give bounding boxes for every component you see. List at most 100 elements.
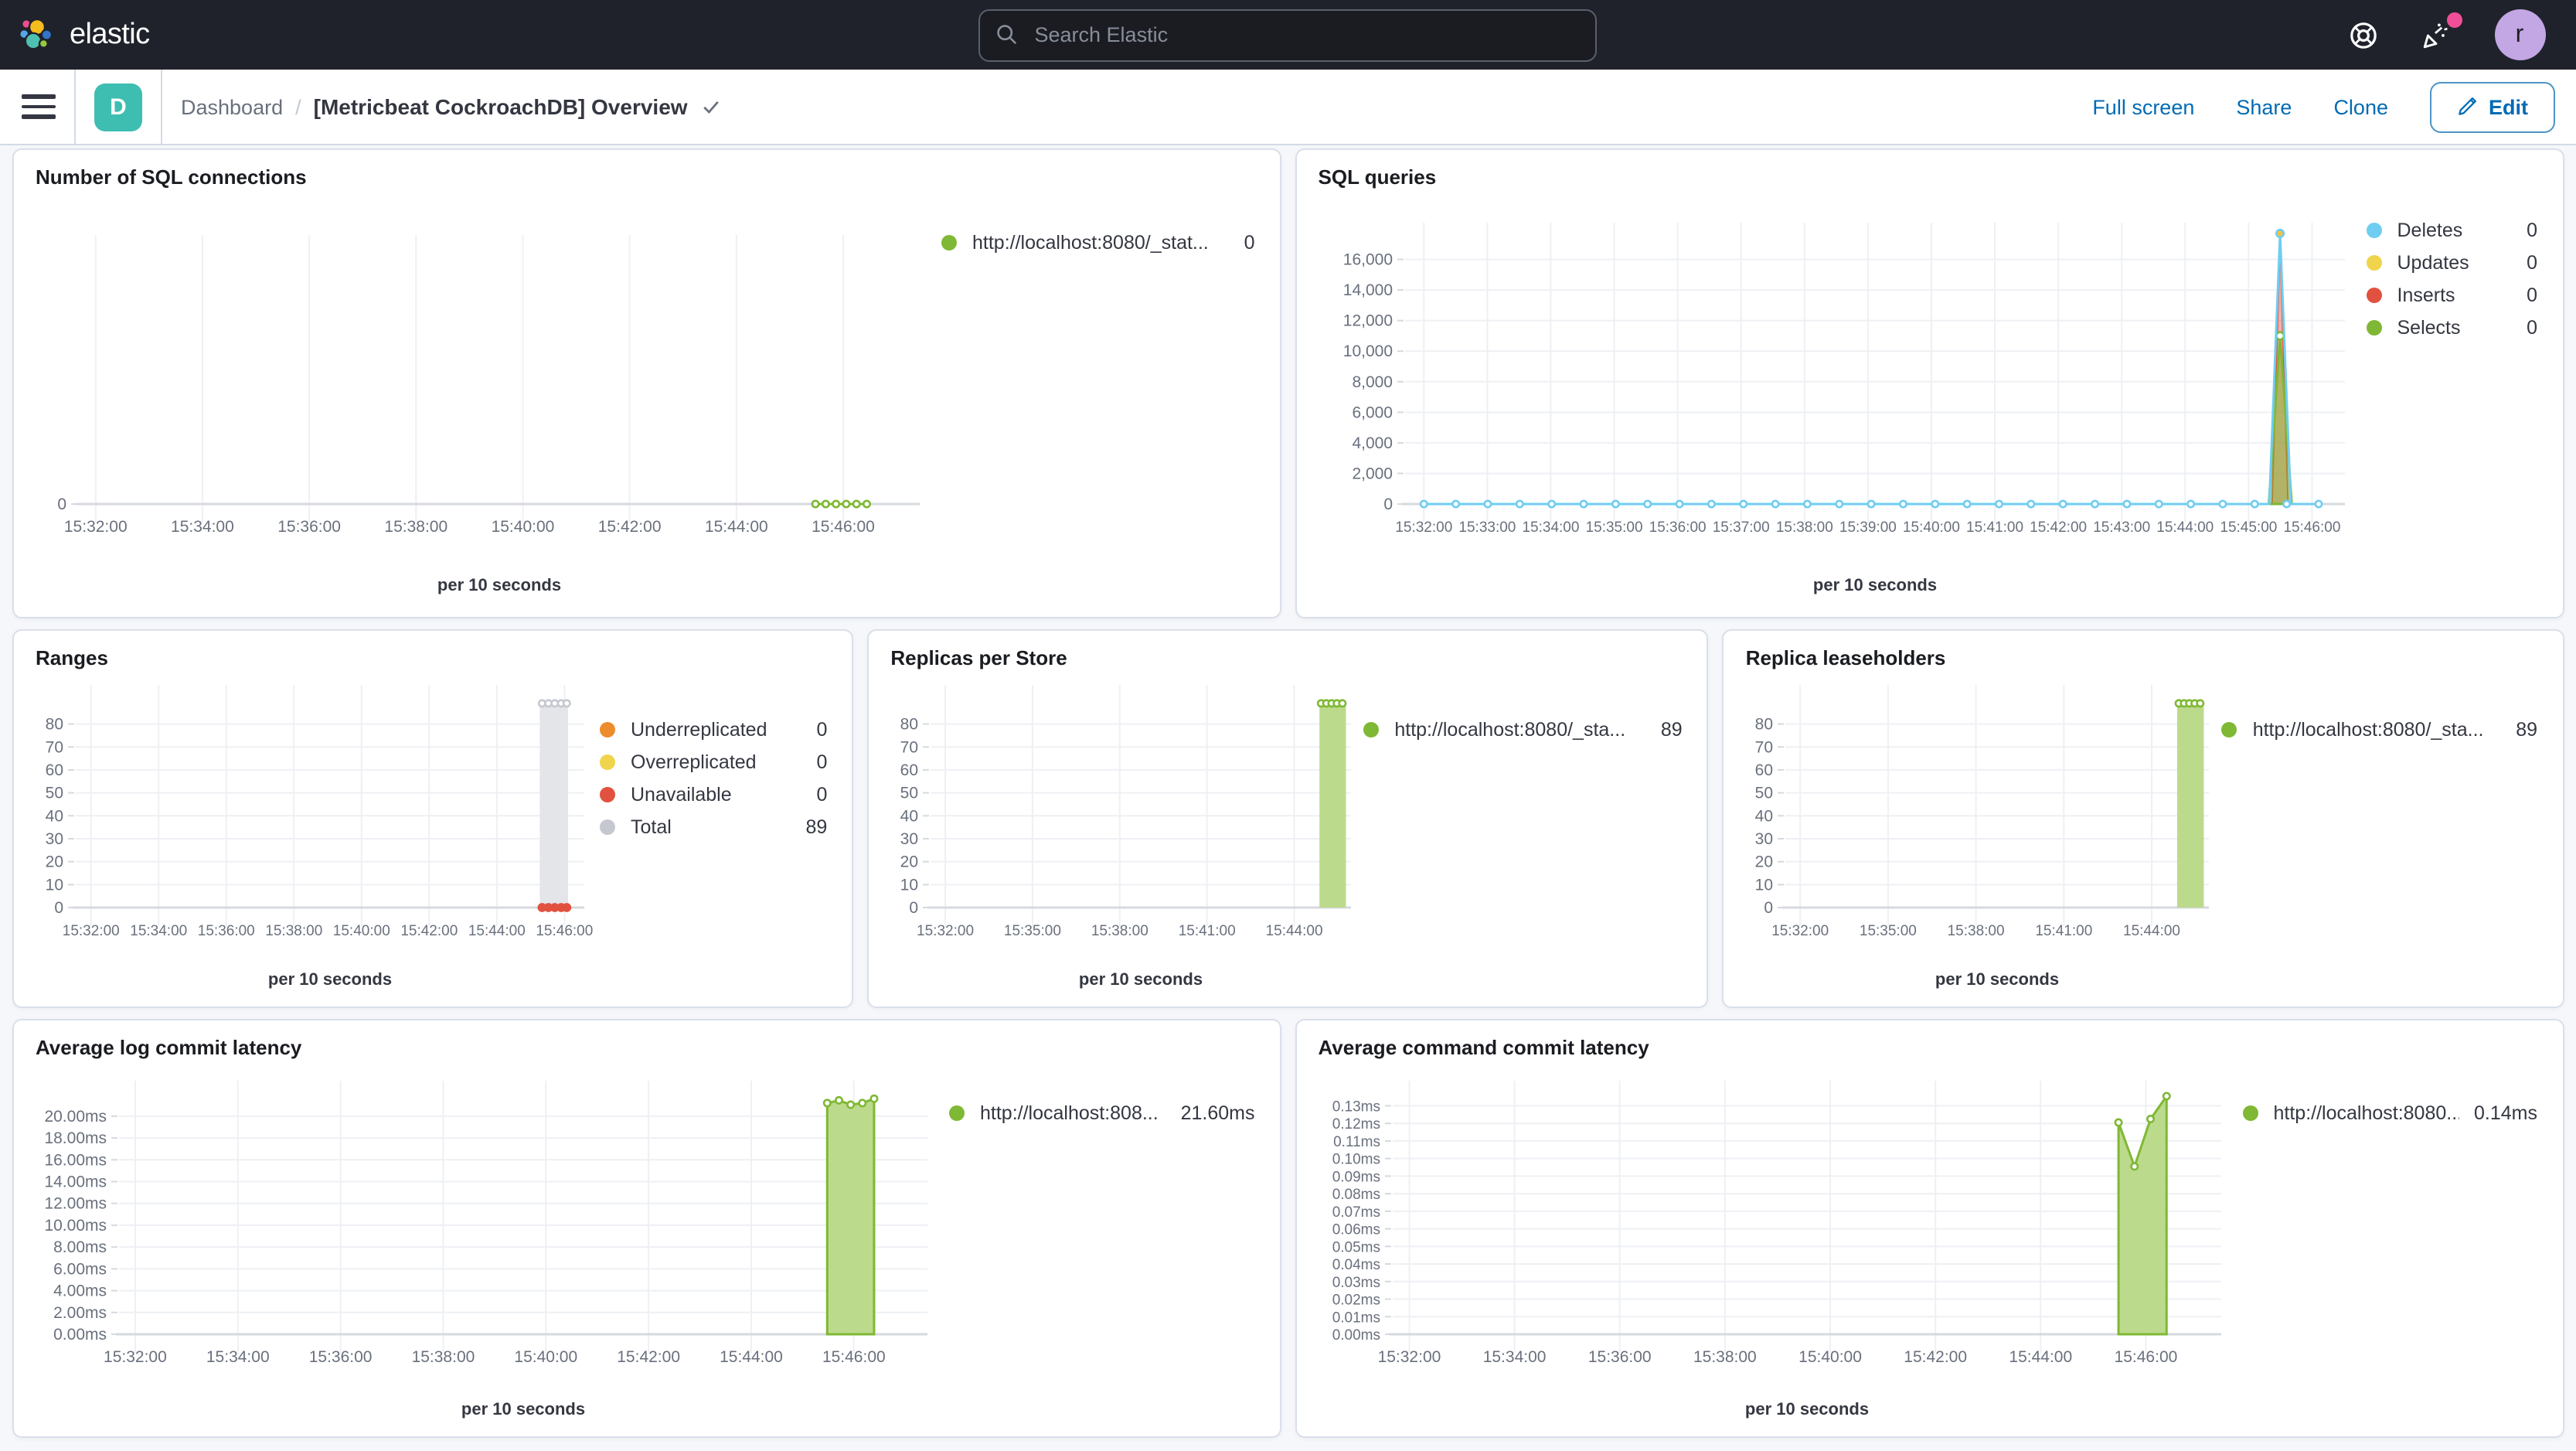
- avatar-initial: r: [2515, 21, 2524, 47]
- legend-item[interactable]: Inserts 0: [2366, 278, 2537, 311]
- legend-item[interactable]: Deletes 0: [2366, 213, 2537, 246]
- legend-item[interactable]: Updates 0: [2366, 246, 2537, 278]
- svg-text:70: 70: [46, 738, 63, 756]
- elastic-logo[interactable]: elastic: [19, 16, 150, 53]
- svg-text:0.01ms: 0.01ms: [1332, 1310, 1380, 1326]
- full-screen-button[interactable]: Full screen: [2092, 95, 2195, 118]
- legend-series-dot: [600, 721, 615, 737]
- svg-text:15:36:00: 15:36:00: [198, 923, 255, 939]
- chart-canvas[interactable]: 15:32:00 15:35:00 15:38:00 15:41:00 15:44:00…: [887, 669, 1363, 1002]
- chart-canvas[interactable]: 15:32:00 15:34:00 15:36:00 15:38:00 15:40:00…: [1315, 1059, 2243, 1432]
- legend-item[interactable]: Underreplicated 0: [600, 713, 827, 745]
- legend-item[interactable]: Unavailable 0: [600, 778, 827, 810]
- svg-text:70: 70: [900, 738, 918, 756]
- legend-item[interactable]: http://localhost:8080/_sta... 89: [2221, 713, 2537, 745]
- svg-text:0.02ms: 0.02ms: [1332, 1293, 1380, 1309]
- chart-body: 15:32:00 15:34:00 15:36:00 15:38:00 15:40:00…: [32, 189, 1261, 608]
- legend-item[interactable]: Selects 0: [2366, 311, 2537, 343]
- legend-item[interactable]: http://localhost:8080/_sta... 89: [1363, 713, 1683, 745]
- svg-text:15:38:00: 15:38:00: [1948, 923, 2005, 939]
- svg-text:0.08ms: 0.08ms: [1332, 1187, 1380, 1203]
- svg-text:15:44:00: 15:44:00: [2156, 519, 2214, 536]
- svg-text:per 10 seconds: per 10 seconds: [1936, 969, 2060, 989]
- svg-text:30: 30: [1755, 830, 1773, 848]
- chart-canvas[interactable]: 15:32:00 15:33:00 15:34:00 15:35:00 15:36:00…: [1315, 189, 2367, 608]
- legend-item[interactable]: http://localhost:8080... 0.14ms: [2242, 1096, 2537, 1129]
- chart-canvas[interactable]: 15:32:00 15:35:00 15:38:00 15:41:00 15:44:00…: [1743, 669, 2222, 1002]
- life-ring-icon: [2350, 22, 2376, 48]
- svg-text:0: 0: [1764, 899, 1774, 917]
- panel-average-command-commit-latency: Average command commit latency 15:32:00 1…: [1295, 1019, 2564, 1438]
- svg-text:15:41:00: 15:41:00: [2036, 923, 2093, 939]
- svg-text:0.00ms: 0.00ms: [1332, 1327, 1380, 1344]
- space-selector[interactable]: D: [94, 83, 142, 131]
- svg-text:15:42:00: 15:42:00: [598, 518, 662, 536]
- share-button[interactable]: Share: [2236, 95, 2292, 118]
- legend-series-label: Underreplicated: [631, 718, 767, 740]
- legend-series-value: 0: [2527, 316, 2537, 338]
- svg-text:15:41:00: 15:41:00: [1179, 923, 1236, 939]
- chart-legend: http://localhost:8080... 0.14ms: [2242, 1059, 2544, 1129]
- help-button[interactable]: [2346, 18, 2380, 52]
- header-actions: r: [2346, 9, 2557, 60]
- legend-series-label: http://localhost:8080/_sta...: [2252, 718, 2484, 740]
- svg-text:15:34:00: 15:34:00: [206, 1348, 270, 1366]
- legend-item[interactable]: Total 89: [600, 810, 827, 843]
- space-badge-letter: D: [110, 94, 127, 120]
- menu-button[interactable]: [22, 90, 56, 124]
- chart-canvas[interactable]: 15:32:00 15:34:00 15:36:00 15:38:00 15:40:00…: [32, 669, 600, 1002]
- whats-new-button[interactable]: [2420, 12, 2462, 52]
- breadcrumb-dashboard-link[interactable]: Dashboard: [181, 95, 284, 118]
- svg-text:15:34:00: 15:34:00: [130, 923, 187, 939]
- chart-body: 15:32:00 15:34:00 15:36:00 15:38:00 15:40:00…: [32, 1059, 1261, 1432]
- svg-text:15:35:00: 15:35:00: [1860, 923, 1918, 939]
- svg-text:15:42:00: 15:42:00: [617, 1348, 680, 1366]
- svg-text:15:44:00: 15:44:00: [705, 518, 768, 536]
- legend-series-dot: [2366, 222, 2382, 237]
- legend-series-dot: [1363, 721, 1380, 737]
- legend-item[interactable]: Overreplicated 0: [600, 745, 827, 778]
- legend-item[interactable]: http://localhost:8080/_stat... 0: [941, 226, 1255, 258]
- svg-text:10,000: 10,000: [1342, 342, 1392, 360]
- svg-text:0.05ms: 0.05ms: [1332, 1239, 1380, 1255]
- user-avatar[interactable]: r: [2494, 9, 2545, 60]
- panel-replicas-per-store: Replicas per Store 15:32:00 15:35:00 15:38…: [867, 629, 1709, 1008]
- svg-text:per 10 seconds: per 10 seconds: [461, 1399, 585, 1419]
- svg-text:0: 0: [54, 899, 63, 917]
- chart-canvas[interactable]: 15:32:00 15:34:00 15:36:00 15:38:00 15:40:00…: [32, 189, 941, 608]
- svg-text:14,000: 14,000: [1342, 281, 1392, 299]
- svg-text:80: 80: [900, 716, 918, 734]
- legend-series-value: 0: [1244, 231, 1255, 253]
- divider: [74, 70, 76, 144]
- svg-text:15:32:00: 15:32:00: [64, 518, 128, 536]
- svg-text:15:35:00: 15:35:00: [1004, 923, 1061, 939]
- global-search[interactable]: [978, 9, 1598, 61]
- svg-text:15:38:00: 15:38:00: [1775, 519, 1832, 536]
- legend-series-dot: [2366, 287, 2382, 302]
- svg-text:40: 40: [1755, 807, 1773, 825]
- svg-text:20: 20: [46, 853, 63, 871]
- svg-text:15:32:00: 15:32:00: [104, 1348, 167, 1366]
- chart-body: 15:32:00 15:34:00 15:36:00 15:38:00 15:40:00…: [1315, 1059, 2544, 1432]
- clone-button[interactable]: Clone: [2333, 95, 2388, 118]
- chart-legend: http://localhost:8080/_stat... 0: [941, 189, 1261, 258]
- svg-text:15:42:00: 15:42:00: [2030, 519, 2087, 536]
- svg-text:15:38:00: 15:38:00: [265, 923, 322, 939]
- chart-canvas[interactable]: 15:32:00 15:34:00 15:36:00 15:38:00 15:40:00…: [32, 1059, 949, 1432]
- svg-text:15:40:00: 15:40:00: [1902, 519, 1959, 536]
- svg-text:40: 40: [900, 807, 918, 825]
- search-input[interactable]: [1031, 22, 1581, 48]
- legend-series-label: http://localhost:8080/_sta...: [1394, 718, 1626, 740]
- panel-replica-leaseholders: Replica leaseholders 15:32:00 15:35:00 15:…: [1722, 629, 2564, 1008]
- legend-series-value: 89: [1660, 718, 1683, 740]
- edit-button[interactable]: Edit: [2430, 81, 2554, 132]
- svg-text:15:34:00: 15:34:00: [1482, 1348, 1546, 1366]
- legend-series-value: 89: [805, 816, 828, 837]
- svg-text:per 10 seconds: per 10 seconds: [437, 575, 561, 594]
- panel-row: Number of SQL connections 15:32:00 15:34:…: [12, 148, 2564, 618]
- svg-text:0.13ms: 0.13ms: [1332, 1098, 1380, 1115]
- legend-item[interactable]: http://localhost:808... 21.60ms: [949, 1096, 1255, 1129]
- svg-text:15:46:00: 15:46:00: [536, 923, 593, 939]
- top-header-bar: elastic: [0, 0, 2576, 70]
